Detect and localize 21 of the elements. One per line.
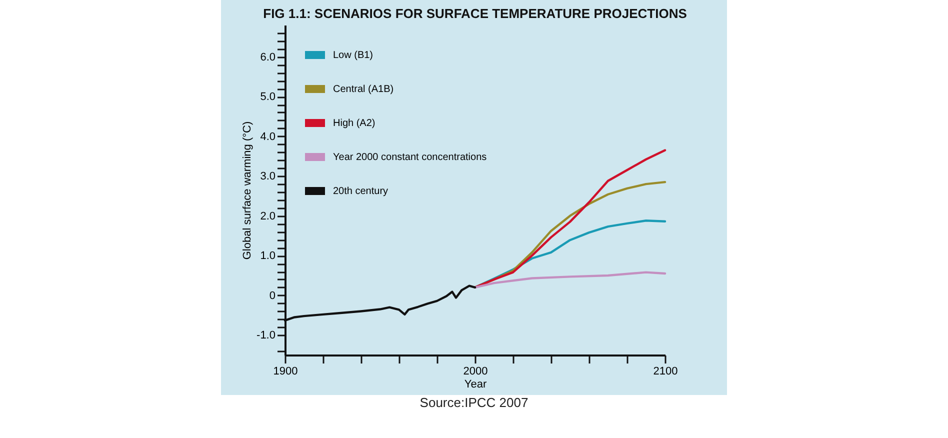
source-note: Source:IPCC 2007 bbox=[418, 395, 530, 410]
y-tick-label: 5.0 bbox=[260, 91, 276, 104]
y-tick-label: 6.0 bbox=[260, 51, 276, 64]
chart-title: FIG 1.1: SCENARIOS FOR SURFACE TEMPERATURE PROJECTIONS bbox=[263, 6, 688, 21]
x-axis-title: Year bbox=[464, 378, 487, 390]
legend-label: Low (B1) bbox=[333, 50, 374, 61]
x-tick-label: 2100 bbox=[653, 366, 678, 378]
x-tick-label: 2000 bbox=[463, 366, 488, 378]
legend-label: 20th century bbox=[333, 186, 388, 197]
legend-label: Year 2000 constant concentrations bbox=[333, 152, 487, 163]
y-tick-label: 2.0 bbox=[260, 210, 276, 222]
legend-label: High (A2) bbox=[333, 118, 376, 129]
y-tick-label: -1.0 bbox=[256, 330, 276, 342]
legend-label: Central (A1B) bbox=[333, 84, 394, 95]
y-tick-label: 4.0 bbox=[260, 130, 276, 143]
y-tick-label: 3.0 bbox=[260, 170, 276, 183]
y-tick-label: 1.0 bbox=[260, 250, 276, 262]
x-tick-label: 1900 bbox=[273, 366, 298, 378]
line-series bbox=[474, 271, 666, 289]
y-axis-title: Global surface warming (°C) bbox=[242, 121, 254, 260]
y-tick-label: 0 bbox=[269, 290, 276, 302]
